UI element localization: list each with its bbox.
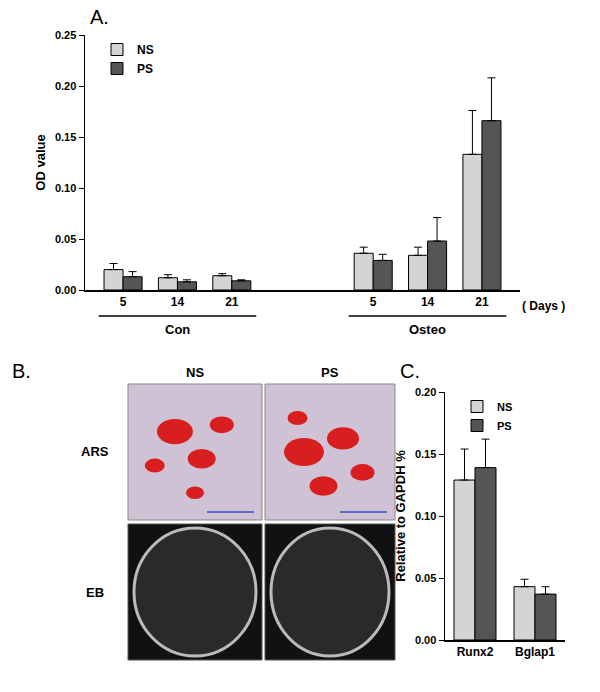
svg-text:0.00: 0.00 bbox=[55, 284, 76, 296]
svg-text:B.: B. bbox=[12, 360, 31, 382]
svg-text:0.10: 0.10 bbox=[415, 510, 436, 522]
svg-text:NS: NS bbox=[137, 43, 154, 57]
svg-text:C.: C. bbox=[400, 360, 420, 382]
svg-text:PS: PS bbox=[497, 420, 512, 432]
svg-text:PS: PS bbox=[137, 62, 153, 76]
svg-text:0.05: 0.05 bbox=[55, 233, 76, 245]
svg-text:OD value: OD value bbox=[33, 134, 48, 190]
svg-text:A.: A. bbox=[90, 6, 109, 28]
svg-text:14: 14 bbox=[171, 295, 185, 309]
svg-text:0.20: 0.20 bbox=[55, 80, 76, 92]
svg-text:21: 21 bbox=[475, 295, 489, 309]
svg-text:0.20: 0.20 bbox=[415, 386, 436, 398]
svg-text:0.15: 0.15 bbox=[55, 131, 76, 143]
svg-text:( Days ): ( Days ) bbox=[522, 299, 565, 313]
svg-text:21: 21 bbox=[225, 295, 239, 309]
svg-text:0.15: 0.15 bbox=[415, 448, 436, 460]
svg-text:5: 5 bbox=[370, 295, 377, 309]
svg-text:0.25: 0.25 bbox=[55, 29, 76, 41]
svg-text:Osteo: Osteo bbox=[409, 322, 446, 337]
svg-text:Bglap1: Bglap1 bbox=[515, 645, 555, 659]
svg-text:NS: NS bbox=[497, 401, 512, 413]
svg-text:PS: PS bbox=[321, 365, 339, 380]
svg-text:Con: Con bbox=[165, 322, 190, 337]
svg-text:5: 5 bbox=[120, 295, 127, 309]
svg-text:14: 14 bbox=[421, 295, 435, 309]
svg-text:Relative to GAPDH %: Relative to GAPDH % bbox=[393, 450, 408, 582]
svg-text:0.05: 0.05 bbox=[415, 572, 436, 584]
svg-text:ARS: ARS bbox=[81, 444, 109, 459]
svg-text:EB: EB bbox=[86, 585, 104, 600]
svg-text:Runx2: Runx2 bbox=[457, 645, 494, 659]
svg-text:0.10: 0.10 bbox=[55, 182, 76, 194]
svg-text:NS: NS bbox=[186, 365, 204, 380]
svg-text:0.00: 0.00 bbox=[415, 634, 436, 646]
